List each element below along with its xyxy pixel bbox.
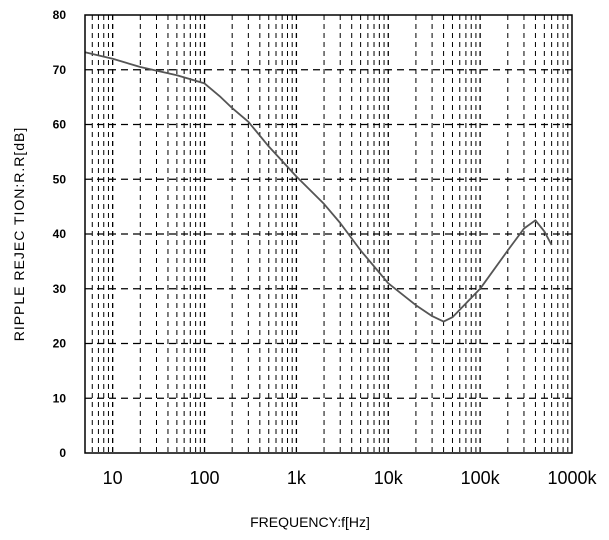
series-layer (84, 51, 553, 323)
x-tick-labels: 10 100 1k 10k 100k 1000k (103, 468, 598, 488)
x-tick-label: 100k (461, 468, 501, 488)
y-tick-label: 40 (53, 227, 67, 241)
x-tick-label: 100 (190, 468, 220, 488)
y-tick-label: 10 (53, 391, 67, 405)
y-tick-label: 0 (59, 446, 66, 460)
grid (85, 15, 572, 453)
x-tick-label: 1000k (547, 468, 597, 488)
y-tick-label: 50 (53, 172, 67, 186)
x-tick-label: 10 (103, 468, 123, 488)
x-axis-label: FREQUENCY:f[Hz] (250, 514, 370, 530)
y-tick-label: 80 (53, 8, 67, 22)
x-tick-label: 10k (374, 468, 404, 488)
y-axis-label: RIPPLE REJEC TION:R.R[dB] (11, 127, 27, 342)
y-tick-label: 60 (53, 118, 67, 132)
y-tick-label: 30 (53, 282, 67, 296)
y-tick-label: 70 (53, 63, 67, 77)
y-tick-label: 20 (53, 337, 67, 351)
y-tick-labels: 0 10 20 30 40 50 60 70 80 (53, 8, 67, 460)
plot-frame (84, 14, 573, 454)
series-line (84, 51, 553, 323)
x-tick-label: 1k (287, 468, 307, 488)
